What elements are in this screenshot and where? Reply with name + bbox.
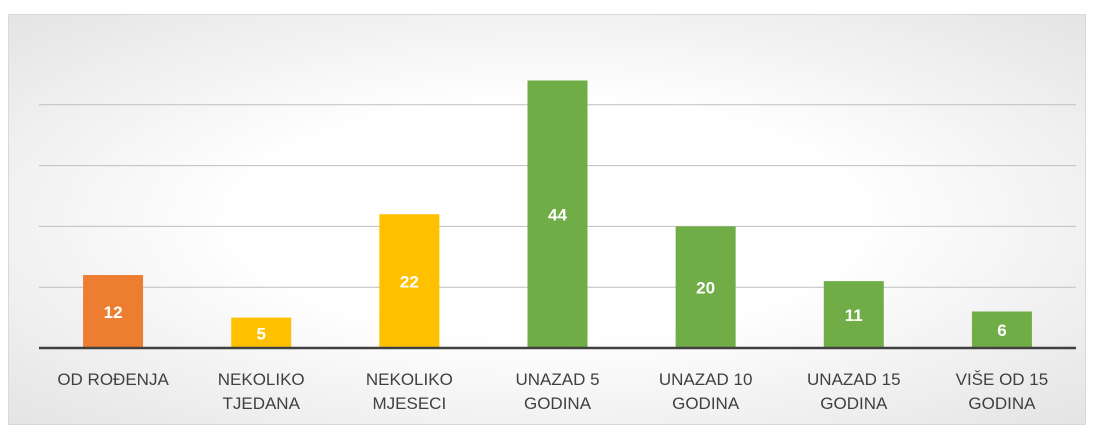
data-label: 22 [400, 273, 419, 292]
x-tick-label: UNAZAD 5 GODINA [515, 370, 600, 413]
data-label: 11 [845, 306, 863, 325]
bar [527, 80, 588, 348]
bar [231, 317, 292, 348]
bar [379, 214, 440, 348]
bar [83, 275, 144, 348]
bar [971, 311, 1032, 348]
x-tick-label: UNAZAD 15 GODINA [807, 370, 901, 413]
chart: 12 5 22 44 20 11 6 OD ROĐENJA NEKOLIKO TJEDANA N… [8, 14, 1086, 425]
bar [675, 226, 736, 348]
data-label: 6 [997, 321, 1006, 340]
bar [823, 281, 884, 348]
data-label: 44 [548, 206, 567, 225]
x-tick-label: OD ROĐENJA [57, 370, 169, 389]
x-tick-label: UNAZAD 10 GODINA [658, 370, 753, 413]
x-tick-label: NEKOLIKO TJEDANA [217, 370, 305, 413]
data-label: 12 [104, 303, 123, 322]
data-label: 20 [696, 279, 715, 298]
plot: 12 5 22 44 20 11 6 [39, 80, 1076, 350]
data-label: 5 [256, 324, 265, 343]
x-tick-label: NEKOLIKO MJESECI [365, 370, 453, 413]
x-tick-label: VIŠE OD 15 GODINA [955, 370, 1049, 413]
